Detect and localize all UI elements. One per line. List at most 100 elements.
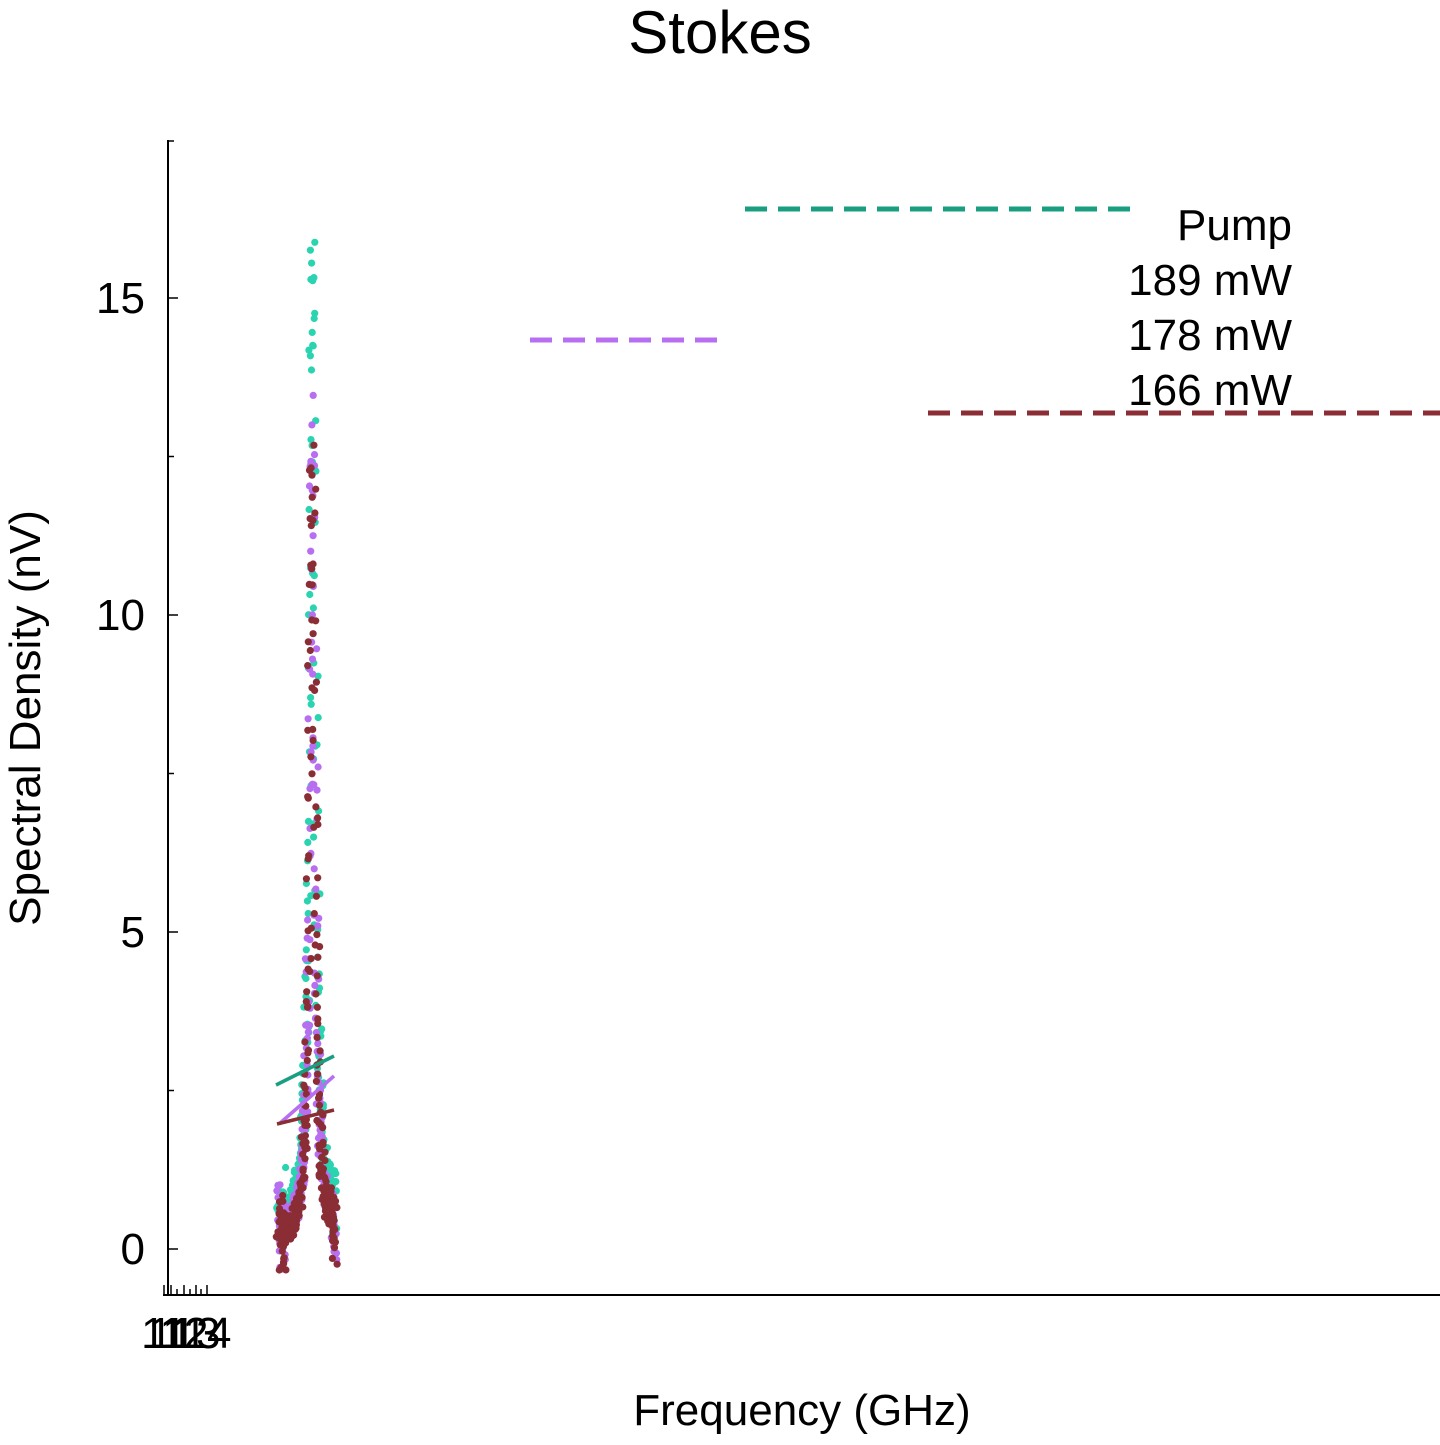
data-point	[309, 630, 317, 638]
data-point	[282, 1163, 290, 1172]
data-point	[312, 1077, 320, 1085]
data-point	[308, 421, 316, 429]
legend: Pump 189 mW 178 mW 166 mW	[530, 201, 1440, 416]
data-point	[308, 259, 316, 267]
data-point	[296, 1194, 304, 1202]
data-point	[273, 1187, 281, 1195]
data-point	[329, 1214, 338, 1222]
data-point	[316, 1047, 324, 1055]
legend-label-166mw: 166 mW	[1128, 366, 1292, 415]
data-point	[315, 914, 323, 922]
data-point	[318, 1025, 326, 1033]
data-point	[313, 645, 321, 653]
legend-label-189mw: 189 mW	[1128, 256, 1292, 305]
data-point	[305, 505, 313, 514]
data-point	[303, 1056, 311, 1065]
data-point	[308, 655, 317, 663]
data-point	[331, 1197, 340, 1205]
data-point	[332, 1169, 340, 1178]
data-point	[311, 238, 319, 246]
data-point	[306, 590, 314, 599]
fit-line	[276, 1108, 335, 1126]
data-point	[333, 1204, 341, 1212]
data-point	[310, 274, 318, 282]
data-point	[304, 662, 312, 670]
data-point	[321, 1148, 329, 1156]
data-point	[308, 471, 316, 479]
data-point	[308, 770, 316, 778]
y-tick-label: 0	[121, 1225, 145, 1274]
data-point	[301, 1132, 309, 1140]
data-point	[309, 670, 317, 678]
data-point	[282, 1266, 290, 1274]
data-point	[310, 781, 318, 789]
y-tick-label: 15	[96, 274, 145, 323]
data-point	[303, 1121, 311, 1130]
data-point	[313, 931, 321, 939]
data-point	[311, 509, 319, 517]
data-point	[304, 1046, 313, 1054]
x-tick-label: 11	[148, 1309, 194, 1358]
data-point	[306, 246, 314, 254]
data-point	[291, 1211, 299, 1219]
data-point	[318, 1167, 327, 1176]
data-point	[307, 694, 315, 702]
data-point	[319, 1124, 327, 1132]
data-point	[307, 436, 315, 444]
data-point	[321, 1183, 330, 1191]
fit-line	[277, 1074, 336, 1126]
y-axis-ticks: 0 5 10 15	[96, 140, 178, 1274]
data-point	[328, 1177, 336, 1185]
data-point	[299, 1165, 307, 1173]
x-tick-label: 12	[160, 1309, 209, 1358]
data-point	[306, 1021, 314, 1029]
x-tick-label: 13	[172, 1309, 221, 1358]
data-point	[307, 924, 315, 932]
data-point	[308, 493, 316, 501]
data-point	[302, 875, 310, 883]
data-point	[299, 1203, 307, 1211]
data-point	[307, 464, 315, 472]
data-point	[307, 547, 315, 555]
data-point	[328, 1254, 336, 1262]
data-point	[332, 1249, 340, 1257]
data-point	[312, 803, 320, 811]
data-point	[301, 1143, 309, 1151]
data-point	[311, 309, 319, 317]
data-point	[296, 1187, 304, 1196]
data-point	[315, 1094, 323, 1102]
data-point	[314, 1020, 322, 1028]
data-point	[306, 646, 314, 655]
x-tick-label: 14	[183, 1309, 232, 1358]
data-point	[308, 328, 316, 336]
data-point	[304, 909, 312, 918]
data-point	[303, 897, 311, 905]
data-point	[331, 1225, 339, 1233]
data-point	[302, 1090, 310, 1098]
data-point	[304, 916, 312, 924]
data-point	[280, 1254, 288, 1262]
fit-line	[275, 1054, 335, 1087]
data-point	[304, 794, 312, 802]
data-point	[304, 715, 312, 723]
data-point	[314, 820, 322, 829]
data-point	[313, 1003, 321, 1011]
data-point	[310, 572, 318, 580]
data-point	[315, 1101, 324, 1109]
data-point	[307, 522, 315, 530]
data-point	[314, 714, 322, 722]
data-point	[313, 972, 321, 980]
data-point	[303, 988, 311, 996]
data-point	[300, 1173, 308, 1181]
data-point	[316, 943, 324, 951]
data-point	[314, 1040, 322, 1048]
data-point	[304, 638, 312, 646]
data-point	[310, 451, 319, 459]
data-point	[303, 934, 311, 942]
data-point	[310, 441, 318, 449]
data-point	[279, 1191, 287, 1200]
data-point	[309, 742, 317, 750]
data-point	[307, 753, 315, 761]
